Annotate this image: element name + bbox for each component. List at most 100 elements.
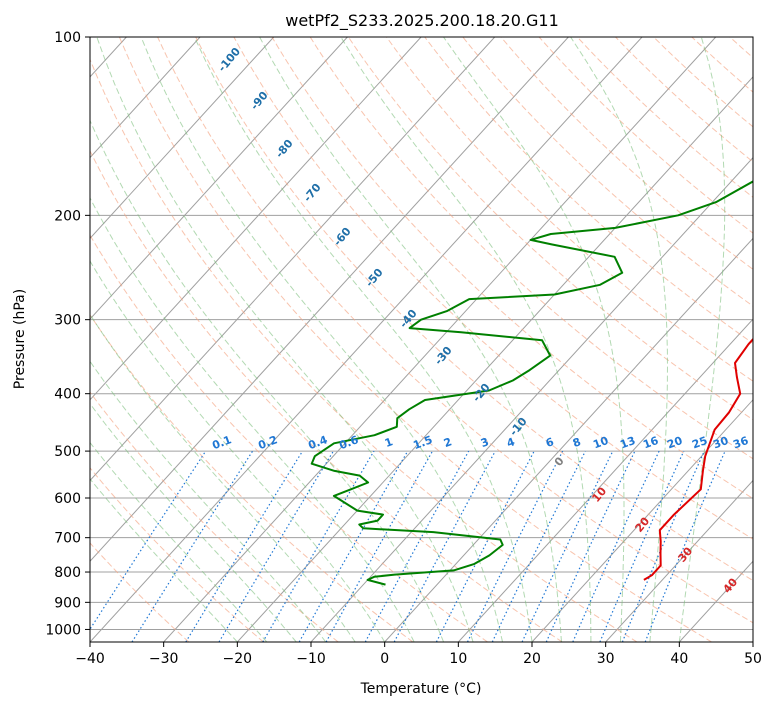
mixing-ratio-label: 10 [591,434,610,452]
dry-adiabat-line [90,58,638,642]
moist-adiabat-line [90,441,268,642]
mixing-ratio-label: 0.4 [306,433,329,452]
mixing-ratio-line [491,450,586,642]
mixing-ratio-label: 13 [618,434,637,451]
isotherm-line [163,37,717,642]
y-tick-label: 800 [54,565,81,581]
chart-title: wetPf2_S233.2025.200.18.20.G11 [285,11,559,31]
moist-adiabat-line [90,313,356,642]
moist-adiabat-lines [90,37,726,642]
x-tick-label: 30 [597,651,615,667]
mixing-ratio-label: 6 [544,435,556,450]
moist-adiabat-line [90,402,297,642]
moist-adiabat-line [340,37,592,642]
dry-adiabat-line [90,234,488,642]
mixing-ratio-lines [90,450,726,642]
sounding-series [310,180,753,586]
y-tick-label: 500 [54,444,81,460]
y-axis-label: Pressure (hPa) [12,289,28,389]
y-tick-label: 400 [54,387,81,403]
y-tick-label: 600 [54,491,81,507]
x-tick-label: 50 [744,651,762,667]
isotherm-line [90,37,275,240]
mixing-ratio-label: 0.2 [256,433,279,452]
mixing-ratio-line [644,450,726,642]
series-line [310,180,753,586]
dry-adiabat-line [90,149,563,642]
x-tick-label: 40 [670,651,688,667]
mixing-ratio-line [262,450,375,642]
moist-adiabat-line [443,37,625,642]
mixing-ratio-label: 25 [690,434,709,451]
mixing-ratio-line [572,450,660,642]
dry-adiabat-line [157,37,753,624]
x-tick-label: −30 [149,651,179,667]
moist-adiabat-line [90,119,445,642]
plot-area: -100-90-80-70-60-50-40-30-20-10010203040… [90,37,753,642]
isotherm-line [605,479,753,642]
moist-adiabat-line [90,260,386,642]
mixing-ratio-label: 2 [442,435,454,450]
mixing-ratio-line [364,450,470,642]
mixing-ratio-label: 4 [505,435,517,450]
mixing-ratio-line [621,450,705,642]
mixing-ratio-label: 0.1 [210,433,233,452]
y-tick-label: 100 [54,30,81,46]
series-line [643,337,753,581]
isotherm-line [90,37,422,401]
mixing-ratio-line [131,450,254,642]
isotherm-line [384,237,753,642]
dry-adiabat-line [90,467,264,642]
mixing-ratio-label: 8 [571,435,583,450]
moist-adiabat-line [193,37,533,642]
y-axis: 100 200 300 400 500 600 700 800 900 1000 [45,30,90,638]
y-tick-label: 900 [54,595,81,611]
moist-adiabat-line [678,37,726,642]
mixing-ratio-label: 1 [383,435,395,450]
x-tick-label: 20 [523,651,541,667]
mixing-ratio-line [298,450,409,642]
mixing-ratio-line [521,450,614,642]
isotherm-line [90,37,496,482]
mixing-ratio-label: 20 [665,434,684,452]
dry-adiabat-line [233,37,753,540]
y-tick-label: 200 [54,208,81,224]
isotherm-lines [90,37,753,642]
x-tick-label: −10 [296,651,326,667]
moist-adiabat-line [90,478,238,642]
dry-adiabat-line [424,37,753,344]
x-tick-label: 0 [380,651,389,667]
isotherm-line [90,37,643,642]
x-tick-label: −40 [75,651,105,667]
x-axis: −40 −30 −20 −10 0 10 20 30 40 50 [75,642,762,667]
moist-adiabat-line [96,37,474,642]
mixing-ratio-label: 30 [711,434,730,452]
mixing-ratio-line [545,450,636,642]
mixing-ratio-label: 1.5 [411,433,434,452]
x-tick-label: −20 [223,651,253,667]
plot-frame [89,36,754,643]
y-tick-label: 700 [54,531,81,547]
mixing-ratio-line [325,450,434,642]
dry-adiabat-line [195,37,753,582]
mixing-ratio-label: 16 [641,434,660,452]
y-tick-label: 1000 [45,622,81,638]
mixing-ratio-line [185,450,304,642]
x-axis-label: Temperature (°C) [360,681,482,697]
mixing-ratio-line [218,450,334,642]
mixing-ratio-label: 0.6 [337,433,360,452]
moist-adiabat-line [140,37,503,642]
isotherm-line [236,76,753,642]
y-tick-label: 300 [54,313,81,329]
moist-adiabat-line [570,37,669,642]
dry-adiabat-line [271,37,753,500]
isotherm-line [90,37,569,563]
mixing-ratio-label: 3 [479,435,491,450]
dry-adiabat-line [118,37,712,642]
dry-adiabat-line [90,391,339,642]
mixing-ratio-label: 36 [731,434,750,452]
moist-adiabat-line [259,37,562,642]
isotherm-line [90,37,201,159]
isotherm-line [310,156,753,642]
